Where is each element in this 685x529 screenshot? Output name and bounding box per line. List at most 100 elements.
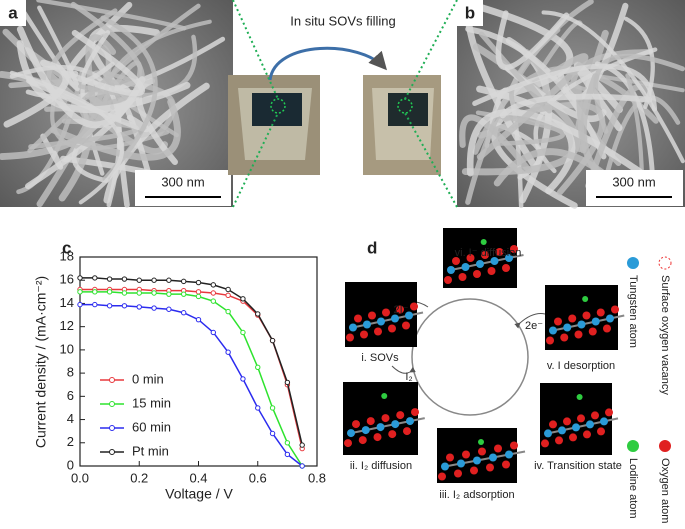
series-marker — [77, 275, 83, 281]
atom — [363, 320, 371, 329]
legend-icon — [627, 440, 639, 452]
series-marker — [284, 440, 291, 446]
film — [388, 93, 428, 126]
series-marker — [136, 290, 142, 296]
atom — [554, 317, 562, 326]
nanowire — [459, 114, 531, 172]
series-marker — [166, 306, 172, 312]
atom — [396, 305, 404, 314]
atom — [470, 466, 478, 475]
atom — [495, 248, 504, 256]
arrow — [268, 46, 388, 81]
atom — [391, 314, 399, 323]
atom — [583, 430, 591, 439]
atom — [555, 436, 563, 445]
series-marker — [180, 278, 187, 285]
series-marker — [195, 317, 202, 323]
atom — [489, 453, 497, 462]
legend-label: Oxygen atom — [659, 458, 671, 523]
atom — [600, 417, 608, 426]
y-tick-label: 12 — [60, 318, 74, 333]
series-marker — [195, 293, 202, 300]
atom — [354, 314, 362, 323]
series-marker — [166, 291, 172, 297]
atom — [582, 311, 591, 320]
atom — [597, 427, 605, 436]
series-marker — [269, 405, 276, 411]
y-tick-label: 2 — [67, 434, 74, 449]
y-tick-label: 10 — [60, 341, 74, 356]
atom — [549, 420, 557, 429]
nanowire — [593, 53, 685, 134]
series-marker — [210, 329, 217, 336]
series-marker — [210, 298, 217, 304]
series-marker — [166, 277, 172, 283]
series-marker — [269, 430, 276, 437]
atom — [576, 394, 583, 400]
series-marker — [195, 279, 202, 286]
series-marker — [121, 303, 128, 309]
atom — [352, 420, 360, 429]
structure-image — [343, 382, 418, 455]
atom — [586, 420, 594, 429]
atom — [396, 411, 405, 420]
atom — [347, 429, 355, 438]
atom — [454, 469, 462, 478]
nanowire — [61, 29, 146, 97]
nanowire — [26, 77, 150, 133]
label-box — [0, 0, 26, 26]
nanowire — [9, 70, 125, 205]
legend-label: Surface oxygen vacancy — [659, 275, 671, 395]
atom — [486, 463, 494, 472]
atom — [596, 308, 605, 317]
atom — [490, 257, 499, 265]
cycle — [411, 298, 529, 416]
series-marker — [269, 337, 276, 344]
series-marker — [92, 275, 98, 281]
series-marker — [225, 349, 231, 355]
atom — [376, 423, 385, 432]
atom — [452, 257, 460, 265]
nanowire — [81, 30, 115, 83]
atom — [473, 270, 481, 278]
atom — [438, 472, 446, 481]
y-tick-label: 8 — [67, 365, 74, 380]
atom — [577, 414, 585, 423]
series-marker — [225, 286, 231, 293]
atom — [349, 323, 357, 332]
legend-marker — [109, 401, 115, 407]
legend-marker — [109, 449, 115, 455]
atom — [549, 326, 557, 335]
atom — [611, 305, 619, 314]
atom — [368, 311, 376, 320]
arrow-label: 2I⁻ — [394, 304, 409, 316]
nanowire — [50, 98, 181, 161]
arrow — [514, 313, 546, 329]
series-line — [80, 277, 303, 446]
atom — [377, 317, 385, 326]
legend-icon — [659, 440, 671, 452]
diagram: i. SOVs ii. I₂ diffusion iii. I₂ adsorptio… — [343, 228, 625, 501]
nanowire — [135, 77, 178, 166]
y-axis-label: Current density / (mA·cm⁻²) — [33, 276, 49, 448]
legend-marker — [109, 377, 115, 383]
nanowire — [100, 15, 158, 182]
atom — [346, 333, 354, 342]
atom — [605, 408, 613, 417]
series-marker — [255, 311, 261, 317]
arrow-label: I₂ — [405, 371, 412, 383]
atom — [405, 311, 413, 320]
series-marker — [106, 276, 113, 282]
series-marker — [180, 291, 187, 297]
legend-icon — [658, 256, 672, 270]
nanowire — [499, 93, 653, 119]
plot-frame — [79, 256, 318, 467]
series-marker — [240, 376, 246, 382]
atom — [603, 324, 611, 333]
scale-bar-label: 300 nm — [612, 174, 655, 189]
structure-image — [545, 285, 618, 350]
atom — [588, 327, 597, 336]
series-marker — [136, 277, 142, 283]
atom — [606, 314, 614, 323]
